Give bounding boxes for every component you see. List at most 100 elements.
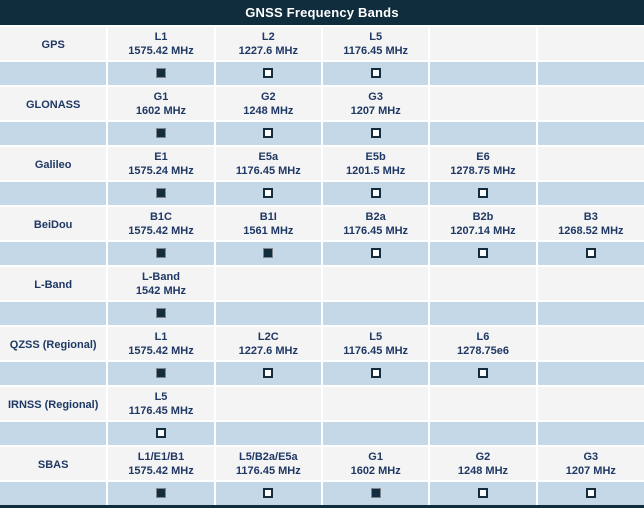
system-name: Galileo	[34, 158, 72, 171]
checkbox-cell	[213, 300, 323, 327]
table-row-gps: GPS L1 1575.42 MHz L2 1227.6 MHz L5 1176.45…	[0, 25, 644, 62]
table-row-lband: L-Band L-Band 1542 MHz	[0, 265, 644, 302]
system-name-cell: BeiDou	[0, 205, 109, 242]
band-cell: B3 1268.52 MHz	[535, 205, 644, 242]
system-name-cell: Galileo	[0, 145, 109, 182]
checkbox-cell	[106, 300, 216, 327]
system-name: GLONASS	[25, 98, 81, 111]
band-cell: L5/B2a/E5a 1176.45 MHz	[213, 445, 323, 482]
band-cell: E1 1575.24 MHz	[106, 145, 216, 182]
checkbox-cell	[213, 240, 323, 267]
checkbox-cell	[428, 360, 538, 387]
checkbox-row-beidou	[0, 240, 644, 267]
table-row-beidou: BeiDou B1C 1575.42 MHz B1I 1561 MHz B2a 117…	[0, 205, 644, 242]
system-name-cell: QZSS (Regional)	[0, 325, 109, 362]
band-cell	[535, 265, 644, 302]
band-cell: B2a 1176.45 MHz	[320, 205, 431, 242]
table-row-galileo: Galileo E1 1575.24 MHz E5a 1176.45 MHz E5b…	[0, 145, 644, 182]
band-cell: B1I 1561 MHz	[213, 205, 323, 242]
system-name-cell: L-Band	[0, 265, 109, 302]
band-cell	[535, 85, 644, 122]
checkbox[interactable]	[263, 488, 274, 499]
band-cell: G3 1207 MHz	[320, 85, 431, 122]
system-name: SBAS	[37, 458, 69, 471]
checkbox-cell	[320, 60, 431, 87]
checkbox[interactable]	[370, 188, 381, 199]
checkbox-cell	[428, 240, 538, 267]
checkbox-row-galileo	[0, 180, 644, 207]
band-cell: L1/E1/B1 1575.42 MHz	[106, 445, 216, 482]
empty-cell	[0, 240, 109, 267]
checkbox-cell	[428, 420, 538, 447]
system-name: QZSS (Regional)	[9, 338, 97, 351]
checkbox-cell	[428, 300, 538, 327]
checkbox[interactable]	[370, 68, 381, 79]
checkbox-cell	[428, 60, 538, 87]
band-cell: L5 1176.45 MHz	[106, 385, 216, 422]
band-cell: L-Band 1542 MHz	[106, 265, 216, 302]
checkbox-cell	[535, 480, 644, 508]
checkbox[interactable]	[585, 248, 596, 259]
checkbox[interactable]	[155, 68, 166, 79]
checkbox-cell	[213, 120, 323, 147]
band-cell	[428, 265, 538, 302]
checkbox[interactable]	[263, 368, 274, 379]
band-cell: B1C 1575.42 MHz	[106, 205, 216, 242]
checkbox-cell	[213, 480, 323, 508]
checkbox[interactable]	[155, 428, 166, 439]
checkbox-cell	[320, 420, 431, 447]
checkbox-cell	[320, 300, 431, 327]
band-cell	[428, 85, 538, 122]
band-cell: B2b 1207.14 MHz	[428, 205, 538, 242]
band-cell	[320, 265, 431, 302]
checkbox[interactable]	[155, 368, 166, 379]
checkbox[interactable]	[263, 188, 274, 199]
checkbox[interactable]	[263, 248, 274, 259]
band-cell: E6 1278.75 MHz	[428, 145, 538, 182]
table-row-glonass: GLONASS G1 1602 MHz G2 1248 MHz G3 1207 MHz	[0, 85, 644, 122]
band-cell: G2 1248 MHz	[428, 445, 538, 482]
checkbox[interactable]	[155, 188, 166, 199]
checkbox-cell	[106, 240, 216, 267]
checkbox[interactable]	[370, 248, 381, 259]
system-name-cell: SBAS	[0, 445, 109, 482]
band-cell	[535, 25, 644, 62]
checkbox[interactable]	[263, 68, 274, 79]
band-cell: L1 1575.42 MHz	[106, 25, 216, 62]
checkbox-cell	[535, 360, 644, 387]
band-cell: G3 1207 MHz	[535, 445, 644, 482]
checkbox[interactable]	[477, 188, 488, 199]
band-cell: E5b 1201.5 MHz	[320, 145, 431, 182]
checkbox[interactable]	[155, 308, 166, 319]
checkbox[interactable]	[155, 248, 166, 259]
checkbox[interactable]	[477, 368, 488, 379]
checkbox-cell	[106, 120, 216, 147]
band-cell	[535, 385, 644, 422]
checkbox-cell	[535, 240, 644, 267]
checkbox[interactable]	[477, 488, 488, 499]
checkbox-cell	[535, 180, 644, 207]
page-title: GNSS Frequency Bands	[0, 0, 644, 26]
checkbox[interactable]	[155, 488, 166, 499]
empty-cell	[0, 120, 109, 147]
checkbox[interactable]	[370, 128, 381, 139]
checkbox[interactable]	[370, 368, 381, 379]
checkbox-cell	[213, 60, 323, 87]
checkbox-cell	[428, 180, 538, 207]
checkbox-cell	[106, 420, 216, 447]
checkbox-cell	[106, 360, 216, 387]
checkbox-row-sbas	[0, 480, 644, 508]
table-row-qzss: QZSS (Regional) L1 1575.42 MHz L2C 1227.6 …	[0, 325, 644, 362]
checkbox-cell	[213, 180, 323, 207]
checkbox[interactable]	[263, 128, 274, 139]
checkbox[interactable]	[370, 488, 381, 499]
checkbox[interactable]	[477, 248, 488, 259]
checkbox-row-qzss	[0, 360, 644, 387]
checkbox[interactable]	[155, 128, 166, 139]
checkbox[interactable]	[585, 488, 596, 499]
band-cell: L6 1278.75e6	[428, 325, 538, 362]
checkbox-cell	[320, 360, 431, 387]
checkbox-cell	[320, 120, 431, 147]
checkbox-row-gps	[0, 60, 644, 87]
system-name: L-Band	[34, 278, 73, 291]
